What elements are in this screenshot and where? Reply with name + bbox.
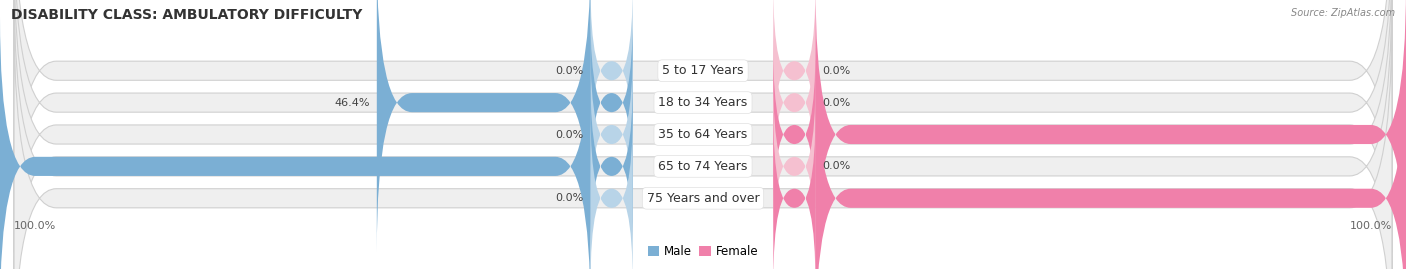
FancyBboxPatch shape bbox=[14, 0, 1392, 253]
Text: 75 Years and over: 75 Years and over bbox=[647, 192, 759, 205]
FancyBboxPatch shape bbox=[591, 80, 633, 253]
FancyBboxPatch shape bbox=[14, 0, 1392, 269]
Text: 0.0%: 0.0% bbox=[823, 66, 851, 76]
Text: 46.4%: 46.4% bbox=[335, 98, 370, 108]
Text: DISABILITY CLASS: AMBULATORY DIFFICULTY: DISABILITY CLASS: AMBULATORY DIFFICULTY bbox=[11, 8, 363, 22]
FancyBboxPatch shape bbox=[773, 0, 815, 157]
FancyBboxPatch shape bbox=[773, 16, 815, 189]
FancyBboxPatch shape bbox=[773, 80, 815, 253]
Text: 100.0%: 100.0% bbox=[14, 221, 56, 231]
FancyBboxPatch shape bbox=[14, 16, 1392, 269]
FancyBboxPatch shape bbox=[14, 0, 1392, 269]
Text: 0.0%: 0.0% bbox=[823, 161, 851, 171]
Text: 18 to 34 Years: 18 to 34 Years bbox=[658, 96, 748, 109]
FancyBboxPatch shape bbox=[0, 16, 591, 269]
Text: 100.0%: 100.0% bbox=[1350, 221, 1392, 231]
Text: 0.0%: 0.0% bbox=[555, 66, 583, 76]
FancyBboxPatch shape bbox=[773, 48, 815, 221]
FancyBboxPatch shape bbox=[815, 48, 1406, 269]
Text: 0.0%: 0.0% bbox=[823, 98, 851, 108]
Text: 0.0%: 0.0% bbox=[555, 193, 583, 203]
Text: 0.0%: 0.0% bbox=[555, 129, 583, 140]
FancyBboxPatch shape bbox=[591, 0, 633, 157]
Text: 65 to 74 Years: 65 to 74 Years bbox=[658, 160, 748, 173]
Legend: Male, Female: Male, Female bbox=[643, 240, 763, 263]
FancyBboxPatch shape bbox=[815, 0, 1406, 269]
FancyBboxPatch shape bbox=[377, 0, 591, 253]
FancyBboxPatch shape bbox=[591, 112, 633, 269]
FancyBboxPatch shape bbox=[591, 16, 633, 189]
Text: 35 to 64 Years: 35 to 64 Years bbox=[658, 128, 748, 141]
FancyBboxPatch shape bbox=[591, 48, 633, 221]
FancyBboxPatch shape bbox=[14, 0, 1392, 269]
FancyBboxPatch shape bbox=[773, 112, 815, 269]
Text: Source: ZipAtlas.com: Source: ZipAtlas.com bbox=[1291, 8, 1395, 18]
Text: 5 to 17 Years: 5 to 17 Years bbox=[662, 64, 744, 77]
